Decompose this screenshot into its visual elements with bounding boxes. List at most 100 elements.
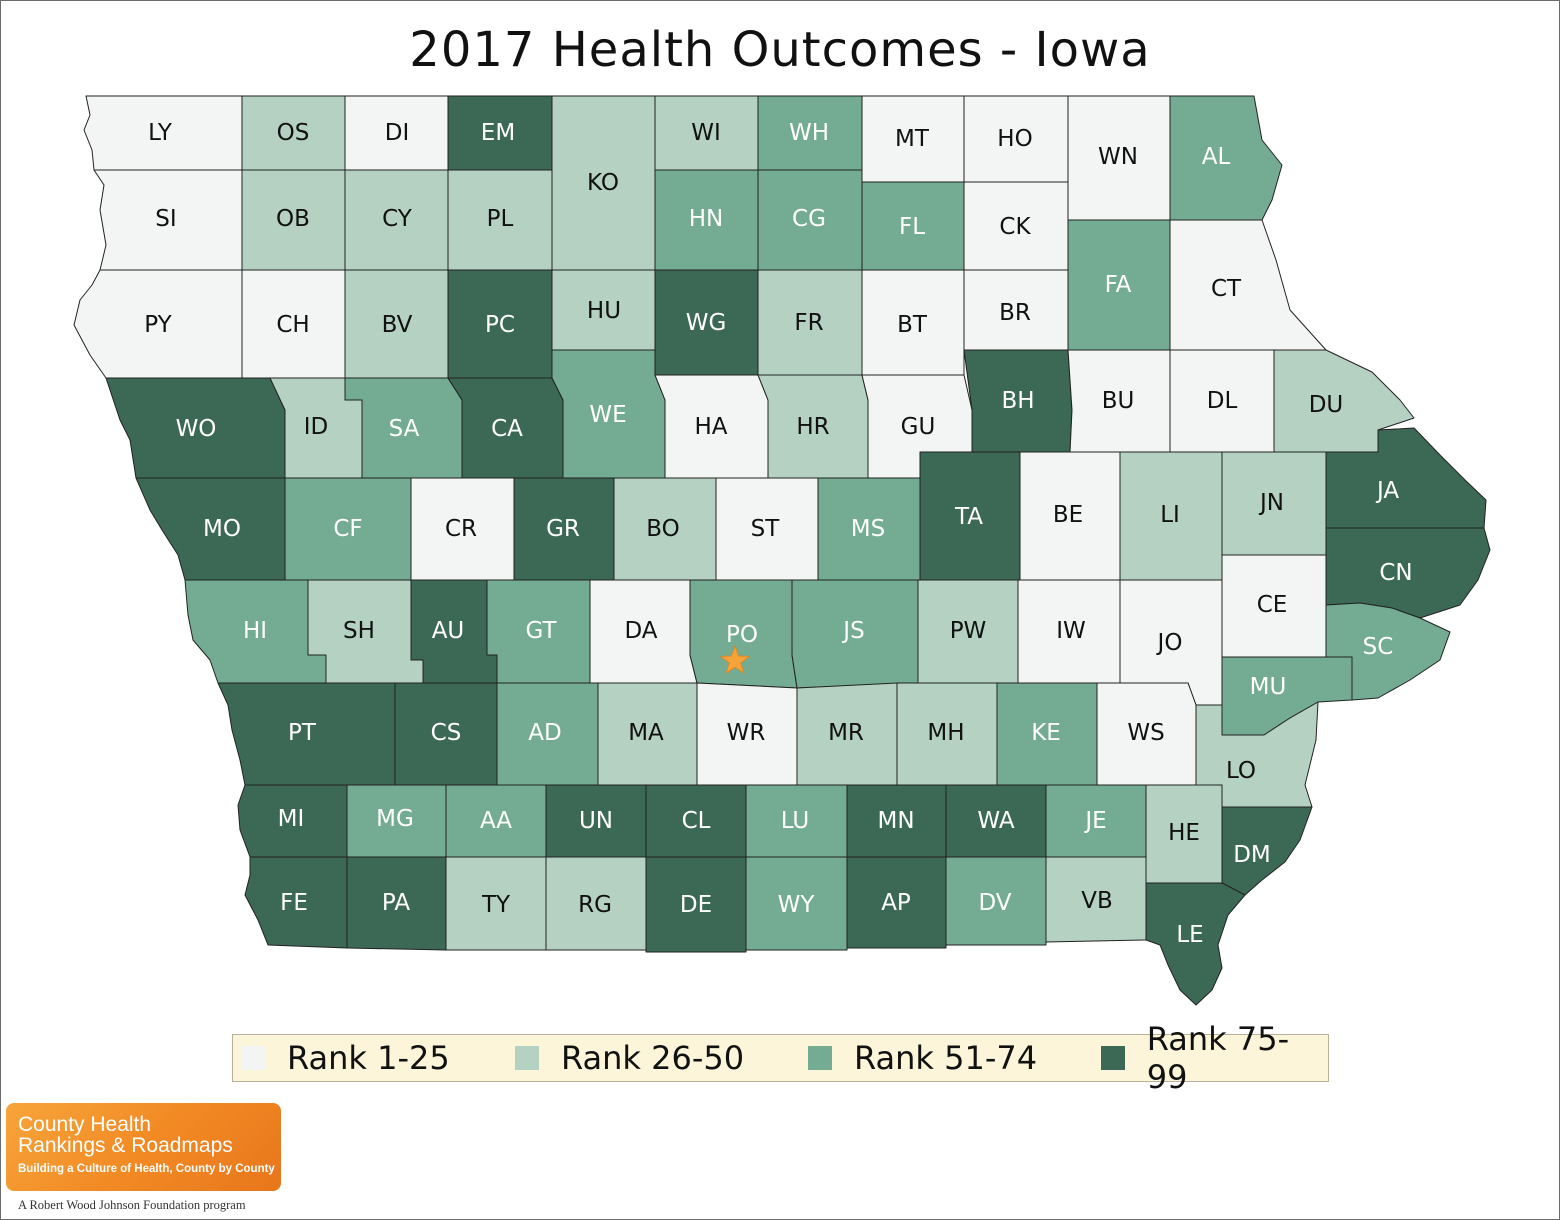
county-label-aa: AA <box>480 808 512 834</box>
legend-item-rank-1-25: Rank 1-25 <box>241 1035 450 1081</box>
county-label-gt: GT <box>525 618 557 644</box>
legend-label: Rank 51-74 <box>854 1039 1038 1077</box>
county-label-wh: WH <box>789 120 829 146</box>
legend-item-rank-75-99: Rank 75-99 <box>1101 1020 1328 1096</box>
county-label-os: OS <box>277 120 310 146</box>
county-label-bo: BO <box>646 516 679 542</box>
county-label-ly: LY <box>148 120 173 146</box>
county-label-cy: CY <box>382 206 413 232</box>
county-label-py: PY <box>144 312 172 338</box>
map-title: 2017 Health Outcomes - Iowa <box>409 22 1151 78</box>
county-label-hu: HU <box>587 298 621 324</box>
county-label-pc: PC <box>485 312 515 338</box>
county-label-hr: HR <box>796 414 829 440</box>
county-label-po: PO <box>726 622 758 648</box>
county-label-ce: CE <box>1257 592 1288 618</box>
county-label-wa: WA <box>977 808 1014 834</box>
county-label-jn: JN <box>1258 490 1284 516</box>
county-label-du: DU <box>1309 392 1344 418</box>
county-label-cg: CG <box>792 206 826 232</box>
county-label-ms: MS <box>851 516 885 542</box>
county-label-le: LE <box>1176 922 1203 948</box>
legend-swatch <box>241 1046 265 1070</box>
county-label-ct: CT <box>1211 276 1242 302</box>
county-label-iw: IW <box>1056 618 1086 644</box>
county-label-al: AL <box>1202 144 1231 170</box>
county-label-ja: JA <box>1375 478 1399 504</box>
county-label-ty: TY <box>481 892 511 918</box>
county-label-mi: MI <box>278 806 305 832</box>
legend: Rank 1-25 Rank 26-50 Rank 51-74 Rank 75-… <box>232 1020 1329 1096</box>
county-label-cl: CL <box>682 808 711 834</box>
logo-tagline: Building a Culture of Health, County by … <box>18 1163 275 1175</box>
county-label-sh: SH <box>343 618 375 644</box>
county-label-bu: BU <box>1102 388 1135 414</box>
county-label-fa: FA <box>1105 272 1132 298</box>
county-label-pa: PA <box>382 890 410 916</box>
county-label-wr: WR <box>727 720 766 746</box>
county-label-wo: WO <box>176 416 217 442</box>
county-dv <box>945 856 1047 946</box>
county-label-dv: DV <box>978 890 1011 916</box>
foundation-credit: A Robert Wood Johnson Foundation program <box>18 1198 246 1212</box>
county-label-ke: KE <box>1031 720 1061 746</box>
county-label-wg: WG <box>686 310 727 336</box>
county-ap <box>846 856 947 949</box>
county-label-cn: CN <box>1379 560 1412 586</box>
county-label-ca: CA <box>491 416 523 442</box>
county-label-de: DE <box>680 892 712 918</box>
county-label-mo: MO <box>203 516 241 542</box>
county-label-ws: WS <box>1127 720 1164 746</box>
county-health-rankings-logo: County Health Rankings & Roadmaps Buildi… <box>6 1103 281 1191</box>
county-label-ta: TA <box>954 504 983 530</box>
county-label-ad: AD <box>528 720 561 746</box>
county-label-si: SI <box>155 206 176 232</box>
county-label-wy: WY <box>778 892 816 918</box>
logo-line-2: Rankings & Roadmaps <box>18 1134 233 1157</box>
legend-item-rank-26-50: Rank 26-50 <box>515 1035 744 1081</box>
legend-swatch <box>808 1046 832 1070</box>
county-label-pt: PT <box>288 720 317 746</box>
county-label-vb: VB <box>1081 888 1113 914</box>
county-label-bt: BT <box>897 312 928 338</box>
county-ct <box>1169 219 1327 351</box>
county-label-bh: BH <box>1001 388 1034 414</box>
county-label-di: DI <box>385 120 410 146</box>
county-label-mh: MH <box>927 720 964 746</box>
county-label-cf: CF <box>333 516 362 542</box>
county-de <box>645 856 747 953</box>
county-label-mn: MN <box>877 808 914 834</box>
county-label-ho: HO <box>997 126 1032 152</box>
county-label-em: EM <box>481 120 515 146</box>
county-label-ob: OB <box>276 206 310 232</box>
county-label-mt: MT <box>895 126 930 152</box>
county-label-bv: BV <box>382 312 413 338</box>
county-label-dl: DL <box>1207 388 1238 414</box>
county-label-st: ST <box>751 516 781 542</box>
county-label-fr: FR <box>794 310 823 336</box>
county-label-ha: HA <box>694 414 727 440</box>
county-label-jo: JO <box>1156 630 1183 656</box>
legend-swatch <box>1101 1046 1125 1070</box>
county-label-sa: SA <box>389 416 420 442</box>
county-label-he: HE <box>1168 820 1200 846</box>
county-label-be: BE <box>1053 502 1083 528</box>
county-label-da: DA <box>624 618 657 644</box>
county-label-wi: WI <box>691 120 721 146</box>
legend-swatch <box>515 1046 539 1070</box>
logo-line-1: County Health <box>18 1113 152 1136</box>
county-label-we: WE <box>589 402 626 428</box>
county-label-hn: HN <box>689 206 724 232</box>
county-label-mg: MG <box>376 806 414 832</box>
county-label-wn: WN <box>1098 144 1138 170</box>
legend-label: Rank 1-25 <box>287 1039 450 1077</box>
county-label-gu: GU <box>901 414 936 440</box>
county-label-ck: CK <box>999 214 1031 240</box>
county-label-ko: KO <box>587 170 619 196</box>
county-label-li: LI <box>1160 502 1180 528</box>
county-label-pw: PW <box>950 618 987 644</box>
legend-label: Rank 26-50 <box>561 1039 745 1077</box>
county-label-cs: CS <box>431 720 462 746</box>
county-wy <box>745 856 848 951</box>
